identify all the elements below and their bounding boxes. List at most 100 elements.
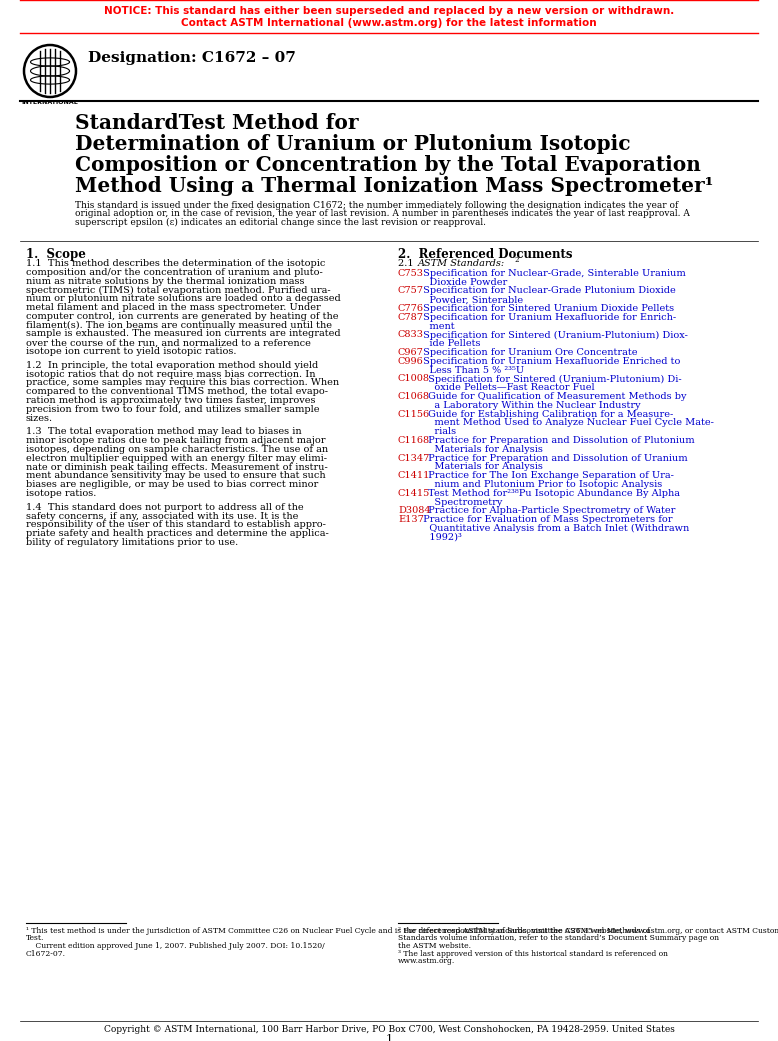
Text: Standards volume information, refer to the standard’s Document Summary page on: Standards volume information, refer to t… — [398, 935, 719, 942]
Text: metal filament and placed in the mass spectrometer. Under: metal filament and placed in the mass sp… — [26, 303, 321, 312]
Text: bility of regulatory limitations prior to use.: bility of regulatory limitations prior t… — [26, 538, 238, 547]
Text: Copyright © ASTM International, 100 Barr Harbor Drive, PO Box C700, West Conshoh: Copyright © ASTM International, 100 Barr… — [103, 1025, 675, 1034]
Text: practice, some samples may require this bias correction. When: practice, some samples may require this … — [26, 378, 339, 387]
Text: Composition or Concentration by the Total Evaporation: Composition or Concentration by the Tota… — [75, 155, 701, 175]
Text: ASTM Standards:: ASTM Standards: — [418, 259, 505, 268]
Text: C996: C996 — [398, 357, 424, 365]
Text: 2.  Referenced Documents: 2. Referenced Documents — [398, 248, 573, 261]
Text: spectrometric (TIMS) total evaporation method. Purified ura-: spectrometric (TIMS) total evaporation m… — [26, 285, 331, 295]
Text: 1: 1 — [385, 1034, 393, 1041]
Text: original adoption or, in the case of revision, the year of last revision. A numb: original adoption or, in the case of rev… — [75, 209, 690, 219]
Text: isotopic ratios that do not require mass bias correction. In: isotopic ratios that do not require mass… — [26, 370, 316, 379]
Text: superscript epsilon (ε) indicates an editorial change since the last revision or: superscript epsilon (ε) indicates an edi… — [75, 218, 486, 227]
Text: responsibility of the user of this standard to establish appro-: responsibility of the user of this stand… — [26, 520, 326, 530]
Text: ment abundance sensitivity may be used to ensure that such: ment abundance sensitivity may be used t… — [26, 472, 326, 480]
Text: D3084: D3084 — [398, 506, 431, 515]
Text: isotopes, depending on sample characteristics. The use of an: isotopes, depending on sample characteri… — [26, 445, 328, 454]
Text: sizes.: sizes. — [26, 413, 53, 423]
Text: Practice for Preparation and Dissolution of Plutonium: Practice for Preparation and Dissolution… — [425, 436, 695, 445]
Text: C1415: C1415 — [398, 489, 430, 498]
Text: Materials for Analysis: Materials for Analysis — [425, 462, 543, 472]
Text: C1156: C1156 — [398, 409, 430, 418]
Text: 1.1  This method describes the determination of the isotopic: 1.1 This method describes the determinat… — [26, 259, 325, 268]
Text: C967: C967 — [398, 348, 424, 357]
Text: ¹ This test method is under the jurisdiction of ASTM Committee C26 on Nuclear Fu: ¹ This test method is under the jurisdic… — [26, 926, 650, 935]
Text: Practice for The Ion Exchange Separation of Ura-: Practice for The Ion Exchange Separation… — [425, 472, 674, 480]
Text: filament(s). The ion beams are continually measured until the: filament(s). The ion beams are continual… — [26, 321, 332, 330]
Text: Contact ASTM International (www.astm.org) for the latest information: Contact ASTM International (www.astm.org… — [181, 18, 597, 28]
Text: C833: C833 — [398, 330, 424, 339]
Text: www.astm.org.: www.astm.org. — [398, 957, 455, 965]
Text: Quantitative Analysis from a Batch Inlet (Withdrawn: Quantitative Analysis from a Batch Inlet… — [420, 524, 689, 533]
Text: ² For referenced ASTM standards, visit the ASTM website, www.astm.org, or contac: ² For referenced ASTM standards, visit t… — [398, 926, 778, 935]
Text: Method Using a Thermal Ionization Mass Spectrometer¹: Method Using a Thermal Ionization Mass S… — [75, 176, 713, 196]
Text: 2: 2 — [515, 256, 520, 264]
Text: C1672-07.: C1672-07. — [26, 949, 66, 958]
Text: a Laboratory Within the Nuclear Industry: a Laboratory Within the Nuclear Industry — [425, 401, 640, 410]
Text: Test Method for²³⁸Pu Isotopic Abundance By Alpha: Test Method for²³⁸Pu Isotopic Abundance … — [425, 489, 680, 498]
Text: ration method is approximately two times faster, improves: ration method is approximately two times… — [26, 396, 316, 405]
Text: Guide for Establishing Calibration for a Measure-: Guide for Establishing Calibration for a… — [425, 409, 673, 418]
Text: the ASTM website.: the ASTM website. — [398, 942, 471, 950]
Text: safety concerns, if any, associated with its use. It is the: safety concerns, if any, associated with… — [26, 511, 299, 520]
Text: StandardTest Method for: StandardTest Method for — [75, 113, 359, 133]
Text: Practice for Preparation and Dissolution of Uranium: Practice for Preparation and Dissolution… — [425, 454, 688, 462]
Text: Less Than 5 % ²³⁵U: Less Than 5 % ²³⁵U — [420, 365, 524, 375]
Text: Designation: C1672 – 07: Designation: C1672 – 07 — [88, 51, 296, 65]
Text: 1.2  In principle, the total evaporation method should yield: 1.2 In principle, the total evaporation … — [26, 361, 318, 370]
Text: Guide for Qualification of Measurement Methods by: Guide for Qualification of Measurement M… — [425, 392, 686, 401]
Text: sample is exhausted. The measured ion currents are integrated: sample is exhausted. The measured ion cu… — [26, 329, 341, 338]
Text: Powder, Sinterable: Powder, Sinterable — [420, 296, 523, 304]
Text: NOTICE: This standard has either been superseded and replaced by a new version o: NOTICE: This standard has either been su… — [104, 6, 674, 16]
Text: Specification for Uranium Ore Concentrate: Specification for Uranium Ore Concentrat… — [420, 348, 637, 357]
Text: C1168: C1168 — [398, 436, 430, 445]
Text: electron multiplier equipped with an energy filter may elimi-: electron multiplier equipped with an ene… — [26, 454, 327, 463]
Text: C753: C753 — [398, 269, 424, 278]
Text: ide Pellets: ide Pellets — [420, 339, 481, 348]
Text: nium and Plutonium Prior to Isotopic Analysis: nium and Plutonium Prior to Isotopic Ana… — [425, 480, 662, 489]
Text: Practice for Alpha-Particle Spectrometry of Water: Practice for Alpha-Particle Spectrometry… — [425, 506, 675, 515]
Text: Specification for Sintered Uranium Dioxide Pellets: Specification for Sintered Uranium Dioxi… — [420, 304, 674, 313]
Text: E137: E137 — [398, 515, 424, 525]
Text: isotope ratios.: isotope ratios. — [26, 489, 96, 498]
Text: C1411: C1411 — [398, 472, 430, 480]
Text: composition and/or the concentration of uranium and pluto-: composition and/or the concentration of … — [26, 268, 323, 277]
Text: precision from two to four fold, and utilizes smaller sample: precision from two to four fold, and uti… — [26, 405, 320, 414]
Text: C1008: C1008 — [398, 375, 430, 383]
Text: Specification for Sintered (Uranium-Plutonium) Di-: Specification for Sintered (Uranium-Plut… — [425, 375, 682, 383]
Text: Current edition approved June 1, 2007. Published July 2007. DOI: 10.1520/: Current edition approved June 1, 2007. P… — [26, 942, 324, 950]
Text: Determination of Uranium or Plutonium Isotopic: Determination of Uranium or Plutonium Is… — [75, 134, 630, 154]
Text: biases are negligible, or may be used to bias correct minor: biases are negligible, or may be used to… — [26, 480, 318, 489]
Text: rials: rials — [425, 427, 456, 436]
Text: ³ The last approved version of this historical standard is referenced on: ³ The last approved version of this hist… — [398, 949, 668, 958]
Text: over the course of the run, and normalized to a reference: over the course of the run, and normaliz… — [26, 338, 311, 348]
Text: Dioxide Powder: Dioxide Powder — [420, 278, 507, 286]
Text: nate or diminish peak tailing effects. Measurement of instru-: nate or diminish peak tailing effects. M… — [26, 462, 328, 472]
Text: nium or plutonium nitrate solutions are loaded onto a degassed: nium or plutonium nitrate solutions are … — [26, 295, 341, 303]
Text: Spectrometry: Spectrometry — [425, 498, 503, 507]
Text: C1068: C1068 — [398, 392, 430, 401]
Text: 1.  Scope: 1. Scope — [26, 248, 86, 261]
Text: INTERNATIONAL: INTERNATIONAL — [22, 100, 79, 105]
Text: priate safety and health practices and determine the applica-: priate safety and health practices and d… — [26, 529, 329, 538]
Text: This standard is issued under the fixed designation C1672; the number immediatel: This standard is issued under the fixed … — [75, 201, 678, 210]
Text: Specification for Uranium Hexafluoride Enriched to: Specification for Uranium Hexafluoride E… — [420, 357, 681, 365]
Text: C757: C757 — [398, 286, 424, 296]
Text: 2.1: 2.1 — [398, 259, 420, 268]
Text: Specification for Sintered (Uranium-Plutonium) Diox-: Specification for Sintered (Uranium-Plut… — [420, 330, 688, 339]
Text: minor isotope ratios due to peak tailing from adjacent major: minor isotope ratios due to peak tailing… — [26, 436, 325, 446]
Text: Specification for Nuclear-Grade Plutonium Dioxide: Specification for Nuclear-Grade Plutoniu… — [420, 286, 676, 296]
Text: Specification for Nuclear-Grade, Sinterable Uranium: Specification for Nuclear-Grade, Sintera… — [420, 269, 685, 278]
Text: 1.3  The total evaporation method may lead to biases in: 1.3 The total evaporation method may lea… — [26, 428, 302, 436]
Text: 1992)³: 1992)³ — [420, 533, 462, 541]
Text: C776: C776 — [398, 304, 424, 313]
Text: ment: ment — [420, 322, 454, 331]
Text: Specification for Uranium Hexafluoride for Enrich-: Specification for Uranium Hexafluoride f… — [420, 312, 676, 322]
Text: C1347: C1347 — [398, 454, 430, 462]
Text: Test.: Test. — [26, 935, 44, 942]
Text: oxide Pellets—Fast Reactor Fuel: oxide Pellets—Fast Reactor Fuel — [425, 383, 594, 392]
Text: compared to the conventional TIMS method, the total evapo-: compared to the conventional TIMS method… — [26, 387, 328, 397]
Text: isotope ion current to yield isotopic ratios.: isotope ion current to yield isotopic ra… — [26, 347, 237, 356]
Text: nium as nitrate solutions by the thermal ionization mass: nium as nitrate solutions by the thermal… — [26, 277, 304, 285]
Text: Practice for Evaluation of Mass Spectrometers for: Practice for Evaluation of Mass Spectrom… — [420, 515, 672, 525]
